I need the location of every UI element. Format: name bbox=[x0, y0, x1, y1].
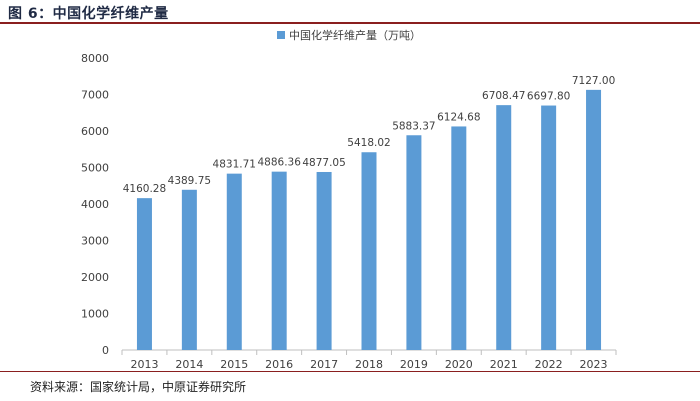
x-tick-label: 2022 bbox=[535, 358, 563, 371]
source-note: 资料来源：国家统计局，中原证券研究所 bbox=[30, 380, 247, 394]
data-label: 5883.37 bbox=[392, 120, 435, 132]
bar bbox=[316, 171, 332, 350]
legend-swatch bbox=[277, 31, 285, 39]
y-tick-label: 2000 bbox=[81, 271, 109, 284]
y-tick-label: 3000 bbox=[81, 235, 109, 248]
legend-label: 中国化学纤维产量（万吨） bbox=[289, 28, 421, 42]
x-tick-label: 2023 bbox=[580, 358, 608, 371]
data-label: 7127.00 bbox=[572, 75, 615, 87]
bar bbox=[271, 171, 287, 350]
bar bbox=[406, 135, 422, 350]
x-tick-label: 2014 bbox=[175, 358, 203, 371]
figure-title: 图 6：中国化学纤维产量 bbox=[8, 6, 169, 22]
x-tick-label: 2019 bbox=[400, 358, 428, 371]
y-tick-label: 6000 bbox=[81, 125, 109, 138]
data-label: 4831.71 bbox=[213, 159, 256, 171]
bar bbox=[451, 126, 467, 350]
x-tick-label: 2021 bbox=[490, 358, 518, 371]
data-label: 6124.68 bbox=[437, 111, 480, 123]
y-tick-label: 5000 bbox=[81, 162, 109, 175]
x-tick-label: 2015 bbox=[220, 358, 248, 371]
bar-chart: 中国化学纤维产量（万吨） 0 1000 2000 3000 4000 5000 6000 70… bbox=[81, 28, 617, 371]
x-tick-label: 2016 bbox=[265, 358, 293, 371]
source-divider bbox=[0, 371, 700, 372]
x-axis: 2013 2014 2015 2016 2017 2018 2019 2020 2021 2022… bbox=[121, 349, 617, 371]
y-tick-label: 7000 bbox=[81, 89, 109, 102]
x-tick-label: 2017 bbox=[310, 358, 338, 371]
y-axis: 0 1000 2000 3000 4000 5000 6000 7000 8000 bbox=[81, 52, 109, 357]
data-label: 6708.47 bbox=[482, 90, 525, 102]
y-tick-label: 1000 bbox=[81, 308, 109, 321]
data-label: 6697.80 bbox=[527, 91, 570, 103]
bar-series bbox=[136, 89, 602, 351]
bar bbox=[541, 105, 557, 350]
x-tick-label: 2018 bbox=[355, 358, 383, 371]
chart-legend: 中国化学纤维产量（万吨） bbox=[277, 28, 421, 42]
bar bbox=[496, 105, 512, 351]
x-tick-label: 2020 bbox=[445, 358, 473, 371]
bar bbox=[361, 152, 377, 350]
data-label: 4877.05 bbox=[302, 157, 345, 169]
data-label: 4389.75 bbox=[168, 175, 211, 187]
data-label: 5418.02 bbox=[347, 137, 390, 149]
bar bbox=[226, 173, 242, 350]
x-tick-label: 2013 bbox=[130, 358, 158, 371]
bar bbox=[136, 198, 152, 350]
data-label: 4886.36 bbox=[257, 157, 301, 169]
y-tick-label: 4000 bbox=[81, 198, 109, 211]
data-label: 4160.28 bbox=[123, 183, 166, 195]
title-divider bbox=[0, 22, 700, 24]
y-tick-label: 0 bbox=[102, 344, 109, 357]
bar bbox=[181, 189, 197, 350]
y-tick-label: 8000 bbox=[81, 52, 109, 65]
bar bbox=[586, 89, 602, 350]
